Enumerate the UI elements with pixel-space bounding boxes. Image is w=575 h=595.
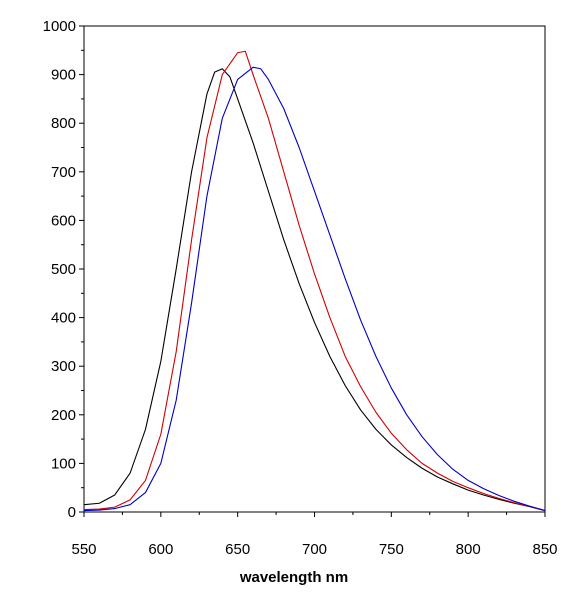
series-line-3 [83, 66, 546, 512]
y-tick-label: 300 [51, 358, 76, 375]
y-tick-label: 700 [51, 164, 76, 181]
x-axis: 550 600 650 700 750 800 850 [71, 512, 558, 558]
x-tick-label: 550 [71, 541, 96, 558]
y-tick-label: 600 [51, 212, 76, 229]
series-line-1 [83, 68, 546, 512]
x-axis-title: wavelength nm [239, 569, 348, 586]
y-tick-label: 400 [51, 310, 76, 327]
y-tick-label: 800 [51, 115, 76, 132]
y-axis: 0 100 200 300 400 500 600 700 800 900 1000 [43, 18, 84, 521]
y-tick-label: 1000 [43, 18, 76, 35]
y-tick-label: 200 [51, 407, 76, 424]
y-tick-label: 500 [51, 261, 76, 278]
y-tick-label: 0 [68, 504, 76, 521]
x-tick-label: 850 [532, 541, 557, 558]
plot-frame [83, 25, 546, 513]
y-tick-label: 900 [51, 67, 76, 84]
series-line-2 [83, 50, 546, 512]
series-layer [83, 50, 546, 512]
x-tick-label: 800 [456, 541, 481, 558]
y-tick-label: 100 [51, 455, 76, 472]
x-tick-label: 600 [148, 541, 173, 558]
x-tick-label: 700 [302, 541, 327, 558]
x-tick-label: 750 [379, 541, 404, 558]
x-tick-label: 650 [225, 541, 250, 558]
